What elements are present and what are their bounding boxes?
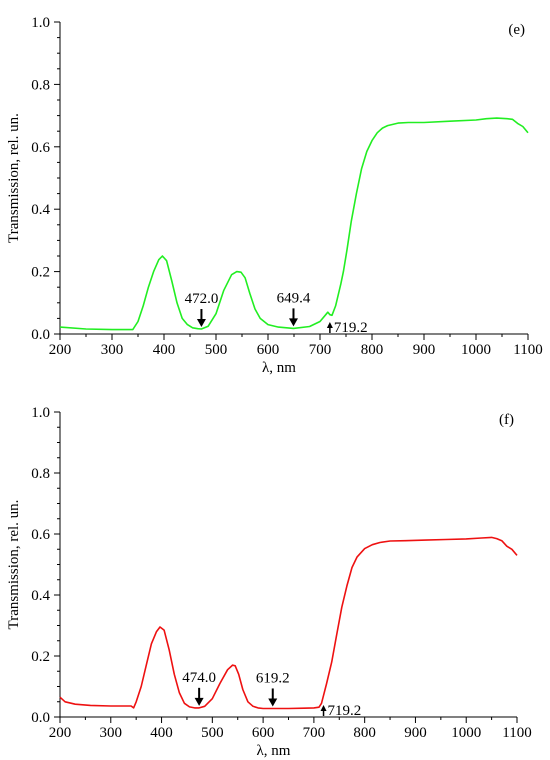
x-tick-label: 400 [153, 342, 176, 358]
x-tick-label: 200 [49, 342, 72, 358]
x-tick-label: 900 [413, 342, 436, 358]
annotation-label: 719.2 [334, 320, 368, 336]
y-tick-label: 0.2 [31, 265, 50, 281]
annotation-label: 472.0 [185, 291, 219, 307]
chart-panel-1: 200 300 400 500 600 700 800 900 1000 1100 0.0 0.2 0.… [6, 15, 543, 376]
annotation-label: 719.2 [328, 703, 362, 719]
annotation-arrowhead [194, 697, 204, 706]
x-tick-label: 400 [150, 725, 173, 741]
y-tick-label: 0.4 [31, 588, 50, 604]
x-axis-title: λ, nm [257, 743, 291, 759]
panel-label: (e) [508, 22, 525, 38]
x-tick-label: 500 [205, 342, 228, 358]
x-tick-label: 1100 [502, 725, 531, 741]
y-tick-label: 1.0 [31, 15, 50, 31]
y-tick-label: 0.2 [31, 649, 50, 665]
annotation-arrowhead [288, 318, 298, 327]
y-tick-label: 0.8 [31, 466, 50, 482]
x-tick-label: 600 [257, 342, 280, 358]
annotation-arrowhead [326, 322, 333, 328]
x-tick-label: 700 [309, 342, 332, 358]
transmission-curve [59, 117, 529, 331]
x-tick-label: 1100 [513, 342, 542, 358]
x-tick-label: 1000 [461, 342, 491, 358]
annotation-arrowhead [196, 319, 206, 328]
y-axis-title: Transmission, rel. un. [6, 113, 22, 243]
x-axis-title: λ, nm [262, 360, 296, 376]
x-tick-label: 1000 [451, 725, 481, 741]
y-tick-label: 0.0 [31, 710, 50, 726]
annotation-arrowhead [320, 705, 327, 711]
x-tick-label: 800 [361, 342, 384, 358]
y-tick-label: 0.0 [31, 327, 50, 343]
y-tick-label: 0.8 [31, 77, 50, 93]
annotation-label: 474.0 [182, 670, 216, 686]
x-tick-label: 300 [100, 725, 123, 741]
x-tick-label: 800 [353, 725, 376, 741]
x-tick-label: 500 [201, 725, 224, 741]
panel-label: (f) [499, 412, 514, 428]
y-tick-label: 0.6 [31, 140, 50, 156]
x-tick-label: 300 [101, 342, 124, 358]
x-tick-label: 200 [49, 725, 72, 741]
y-axis-title: Transmission, rel. un. [6, 500, 22, 630]
transmission-curve [59, 536, 518, 710]
annotation-arrowhead [268, 698, 278, 707]
annotation-label: 619.2 [256, 670, 290, 686]
y-tick-label: 0.4 [31, 202, 50, 218]
x-tick-label: 900 [404, 725, 427, 741]
chart-panel-2: 200 300 400 500 600 700 800 900 1000 1100 0.0 0.2 0.… [6, 405, 532, 759]
annotation-label: 649.4 [277, 290, 311, 306]
x-tick-label: 600 [252, 725, 275, 741]
y-tick-label: 0.6 [31, 527, 50, 543]
y-tick-label: 1.0 [31, 405, 50, 421]
x-tick-label: 700 [303, 725, 326, 741]
